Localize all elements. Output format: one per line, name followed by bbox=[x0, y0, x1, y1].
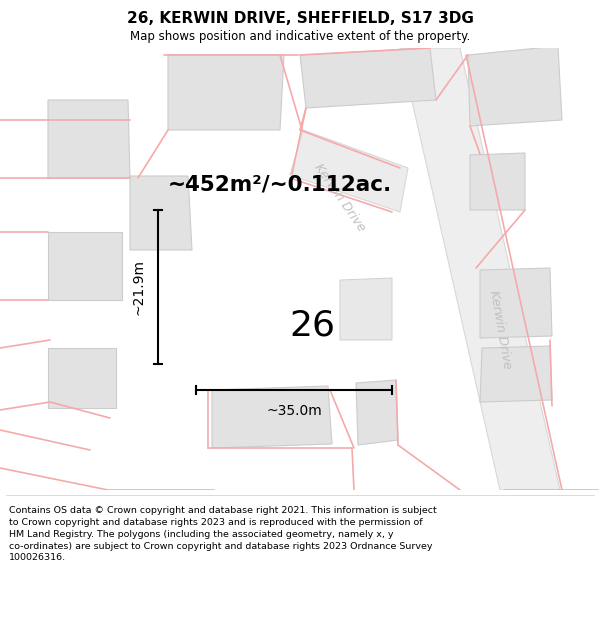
Text: ~452m²/~0.112ac.: ~452m²/~0.112ac. bbox=[168, 175, 392, 195]
Polygon shape bbox=[470, 153, 525, 210]
Text: 26: 26 bbox=[289, 308, 335, 342]
Polygon shape bbox=[212, 386, 332, 448]
Text: Kerwin Drive: Kerwin Drive bbox=[487, 289, 514, 371]
Text: ~35.0m: ~35.0m bbox=[266, 404, 322, 418]
Polygon shape bbox=[168, 55, 284, 130]
Polygon shape bbox=[48, 348, 116, 408]
Polygon shape bbox=[300, 48, 436, 108]
Polygon shape bbox=[340, 278, 392, 340]
Polygon shape bbox=[48, 100, 130, 178]
Polygon shape bbox=[480, 268, 552, 338]
Polygon shape bbox=[290, 130, 408, 212]
Polygon shape bbox=[480, 346, 552, 402]
Polygon shape bbox=[400, 48, 560, 490]
Text: Contains OS data © Crown copyright and database right 2021. This information is : Contains OS data © Crown copyright and d… bbox=[9, 506, 437, 562]
Text: ~21.9m: ~21.9m bbox=[132, 259, 146, 315]
Polygon shape bbox=[468, 46, 562, 126]
Polygon shape bbox=[130, 176, 192, 250]
Text: 26, KERWIN DRIVE, SHEFFIELD, S17 3DG: 26, KERWIN DRIVE, SHEFFIELD, S17 3DG bbox=[127, 11, 473, 26]
Polygon shape bbox=[48, 232, 122, 300]
Text: Kerwin Drive: Kerwin Drive bbox=[312, 162, 368, 234]
Polygon shape bbox=[356, 380, 398, 445]
Text: Map shows position and indicative extent of the property.: Map shows position and indicative extent… bbox=[130, 30, 470, 42]
